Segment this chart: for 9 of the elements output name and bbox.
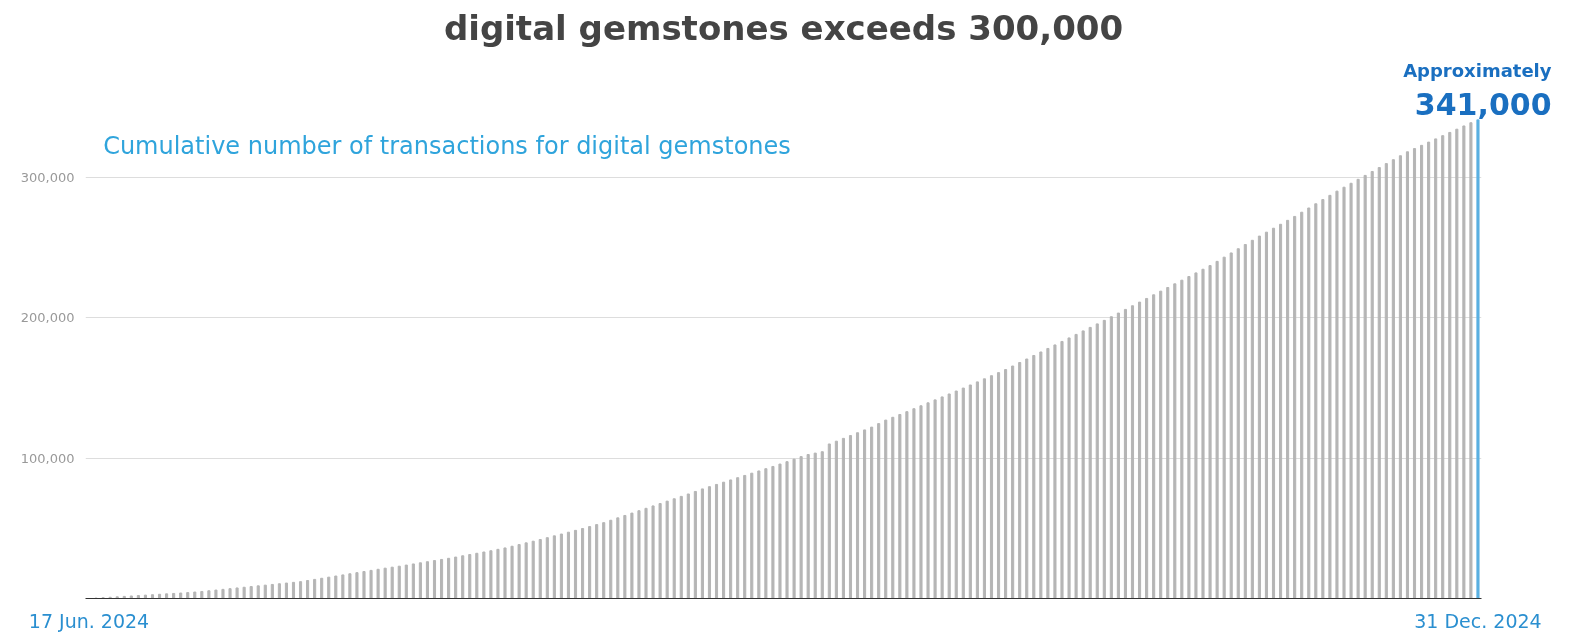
annotation: 341,000 [1414, 86, 1552, 122]
y-tick-label: 100,000 [20, 450, 75, 466]
text: Cumulative number of transactions for digital gemstones [103, 131, 791, 160]
x-tick-label: 31 Dec. 2024 [1414, 609, 1542, 632]
y-tick-label: 300,000 [20, 169, 75, 185]
y-tick-label: 200,000 [20, 310, 75, 326]
x-tick-label: 17 Jun. 2024 [28, 609, 150, 632]
chart-title: digital gemstones exceeds 300,000 [443, 7, 1124, 48]
text: Approximately [1403, 59, 1552, 81]
